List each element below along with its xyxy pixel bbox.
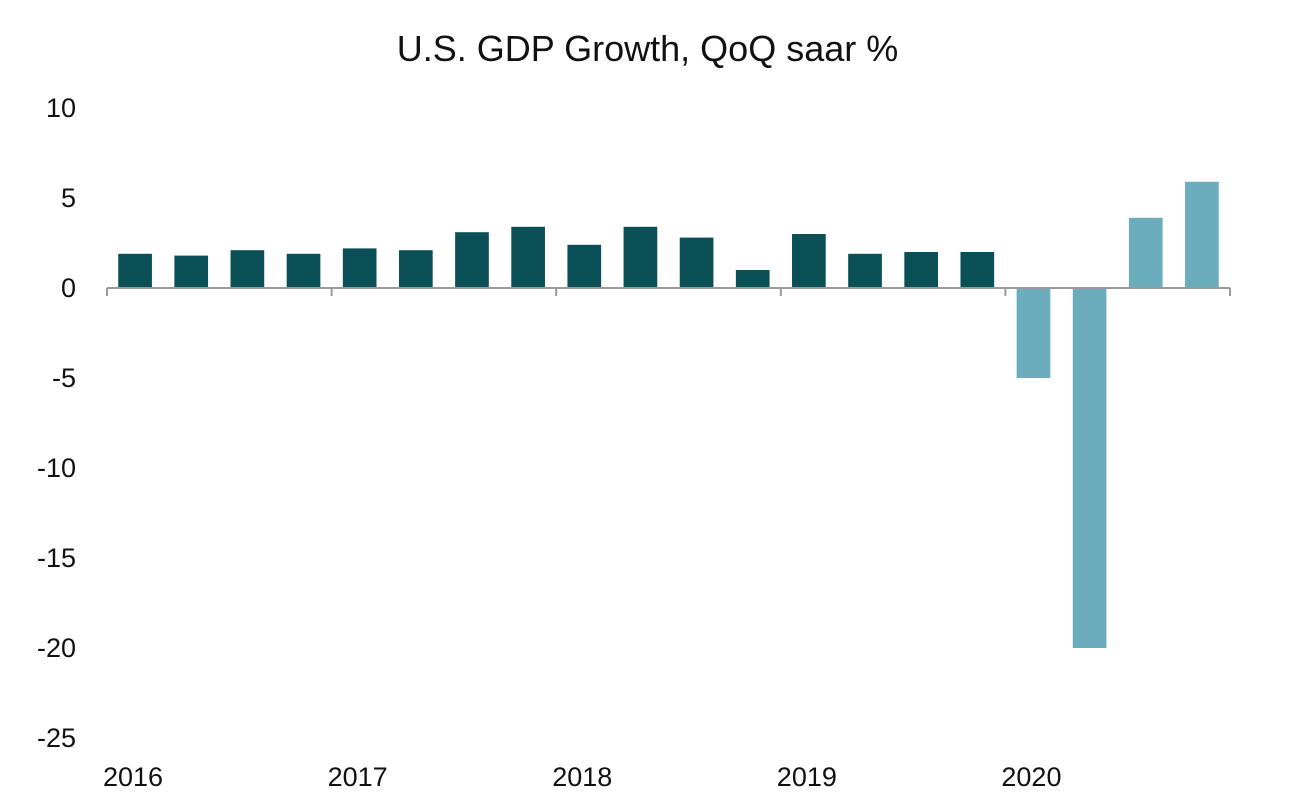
bar-2018-q4 [735,270,770,288]
bar-2018-q1 [567,244,602,288]
y-tick-label: -5 [52,363,76,393]
bar-2016-q4 [286,253,321,288]
bar-2016-q3 [230,250,265,288]
bar-2016-q1 [118,253,152,288]
bar-2019-q2 [848,253,882,288]
bar-2019-q3 [904,252,939,288]
chart-title: U.S. GDP Growth, QoQ saar % [396,28,899,69]
bar-2016-q2 [174,255,209,288]
bar-2017-q4 [511,226,545,288]
bar-2020-q4 [1185,181,1219,288]
bar-2020-q1 [1016,288,1051,378]
x-tick-label: 2018 [552,762,612,792]
bar-2018-q2 [623,226,658,288]
bar-2017-q1 [342,248,377,288]
x-axis [106,287,1231,296]
bar-2017-q2 [398,250,433,288]
y-tick-label: -15 [37,543,76,573]
bar-2019-q1 [792,234,826,288]
y-tick-label: 5 [61,183,76,213]
y-tick-label: 10 [46,93,76,123]
bar-2020-q3 [1128,217,1163,288]
x-tick-label: 2017 [328,762,388,792]
bar-2017-q3 [455,232,489,288]
y-tick-label: -25 [37,723,76,753]
x-tick-label: 2016 [103,762,163,792]
x-axis-labels: 2016 2017 2018 2019 2020 [103,762,1061,792]
bar-2018-q3 [679,237,714,288]
bar-2019-q4 [960,252,995,288]
bars [118,181,1219,648]
y-tick-label: 0 [61,273,76,303]
x-tick-label: 2019 [777,762,837,792]
bar-2020-q2 [1072,288,1107,648]
y-tick-label: -20 [37,633,76,663]
y-axis-labels: 10 5 0 -5 -10 -15 -20 -25 [37,93,76,753]
x-tick-label: 2020 [1001,762,1061,792]
y-tick-label: -10 [37,453,76,483]
